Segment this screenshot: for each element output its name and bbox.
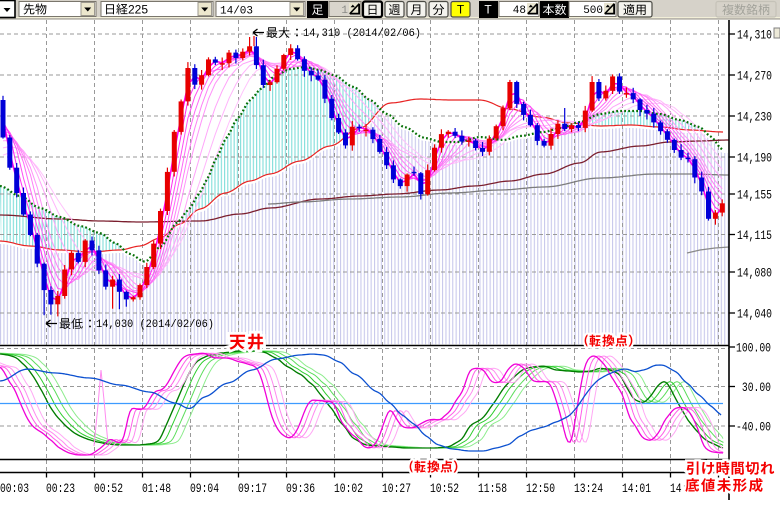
svg-text:1: 1 — [341, 5, 348, 17]
svg-text:09:04: 09:04 — [190, 482, 219, 496]
svg-text:14,190: 14,190 — [737, 152, 772, 166]
svg-text:14,155: 14,155 — [737, 189, 772, 203]
svg-text:225: 225 — [128, 3, 148, 17]
svg-text:11:58: 11:58 — [478, 482, 507, 496]
svg-text:500: 500 — [583, 5, 603, 17]
svg-text:14,270: 14,270 — [737, 70, 772, 84]
svg-text:14,115: 14,115 — [737, 229, 772, 243]
svg-text:10:27: 10:27 — [382, 482, 411, 496]
svg-text:14,080: 14,080 — [737, 267, 772, 281]
svg-text:00:03: 00:03 — [0, 482, 29, 496]
svg-text:30.00: 30.00 — [742, 381, 771, 395]
svg-text:14,230: 14,230 — [737, 111, 772, 125]
svg-text:12:50: 12:50 — [526, 482, 555, 496]
svg-text:48: 48 — [513, 5, 526, 17]
svg-text:10:52: 10:52 — [430, 482, 459, 496]
svg-text:-40.00: -40.00 — [736, 421, 771, 435]
svg-text:14,310: 14,310 — [737, 29, 772, 43]
svg-text:13:24: 13:24 — [574, 482, 603, 496]
svg-text:10:02: 10:02 — [334, 482, 363, 496]
svg-text:14,030 (2014/02/06): 14,030 (2014/02/06) — [96, 319, 214, 331]
svg-text:14/03: 14/03 — [220, 6, 253, 18]
svg-text:T: T — [457, 3, 465, 17]
svg-text:09:17: 09:17 — [238, 482, 267, 496]
svg-text:09:36: 09:36 — [286, 482, 315, 496]
svg-text:14,040: 14,040 — [737, 308, 772, 322]
svg-text:14,310 (2014/02/06): 14,310 (2014/02/06) — [303, 28, 421, 40]
svg-text:00:52: 00:52 — [94, 482, 123, 496]
svg-text:01:48: 01:48 — [142, 482, 171, 496]
svg-text:00:23: 00:23 — [46, 482, 75, 496]
svg-text:14:01: 14:01 — [622, 482, 651, 496]
svg-text:100.00: 100.00 — [736, 342, 771, 356]
svg-text:T: T — [484, 3, 492, 17]
